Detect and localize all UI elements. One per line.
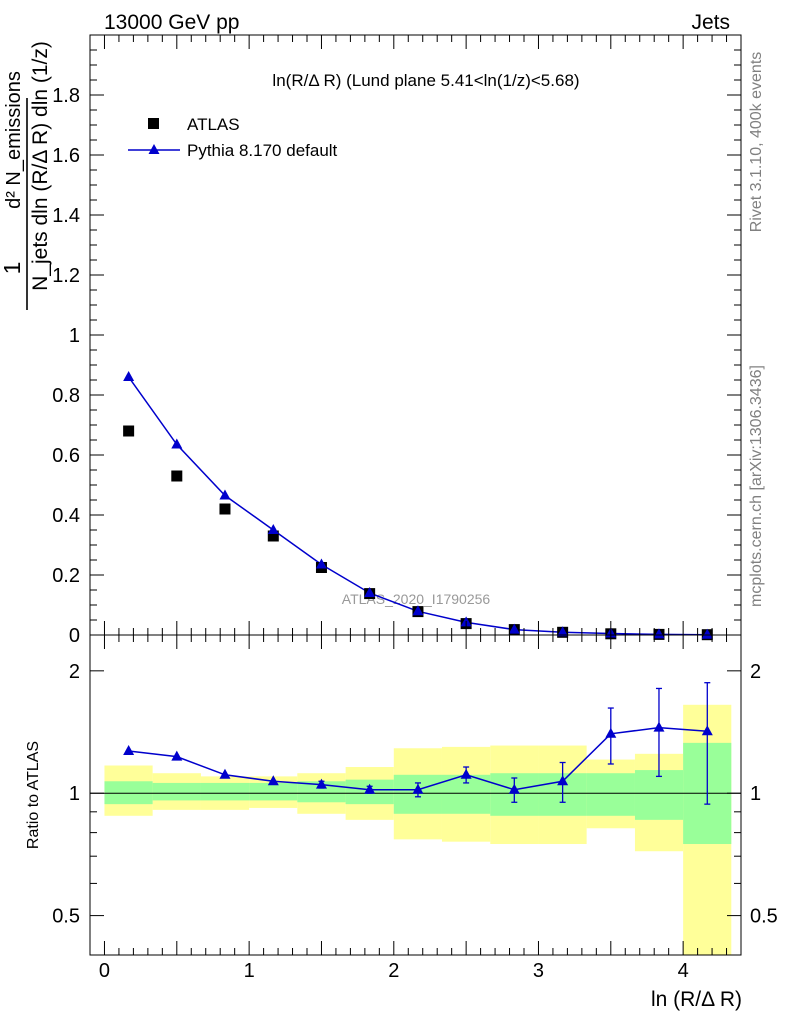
x-tick-label: 3 <box>533 960 544 982</box>
header-left: 13000 GeV pp <box>104 11 239 34</box>
ratio-pythia-marker <box>701 725 713 736</box>
legend-atlas-marker <box>148 118 159 129</box>
pythia-marker <box>315 558 327 569</box>
legend-pythia-label: Pythia 8.170 default <box>187 141 338 160</box>
y-tick-label: 1.4 <box>52 205 80 227</box>
ratio-y-tick-label-right: 2 <box>750 661 761 683</box>
ratio-y-tick-label-right: 1 <box>750 783 761 805</box>
x-tick-label: 1 <box>244 960 255 982</box>
ratio-pythia-marker <box>267 775 279 786</box>
main-panel: ATLAS_2020_I1790256 0 0.2 0.4 0.6 0.8 1 1.2 1.4… <box>0 34 742 647</box>
y-tick-label: 0.2 <box>52 565 80 587</box>
ratio-y-tick-label-right: 0.5 <box>750 906 778 928</box>
ratio-band-inner <box>200 782 250 801</box>
ratio-frame <box>89 634 742 956</box>
main-title: ln(R/Δ R) (Lund plane 5.41<ln(1/z)<5.68) <box>272 71 579 90</box>
pythia-marker <box>508 623 520 634</box>
ratio-y-tick-label: 1 <box>69 783 80 805</box>
atlas-marker <box>123 425 135 437</box>
ratio-band-inner <box>249 782 298 801</box>
y-tick-label: 0.4 <box>52 505 80 527</box>
x-tick-label: 2 <box>388 960 399 982</box>
y-tick-label: 1.2 <box>52 265 80 287</box>
ratio-band-inner <box>586 773 635 816</box>
legend-atlas-label: ATLAS <box>187 115 240 134</box>
y-tick-label: 0.6 <box>52 445 80 467</box>
y-tick-label: 1.6 <box>52 145 80 167</box>
y-tick-label: 0 <box>69 625 80 647</box>
y-tick-label: 1 <box>69 325 80 347</box>
header-right: Jets <box>691 11 730 34</box>
ratio-pythia-marker <box>508 783 520 794</box>
y-axis-label-numerator: 1 <box>0 262 25 275</box>
ratio-pythia-marker <box>171 750 183 761</box>
watermark: ATLAS_2020_I1790256 <box>342 591 491 607</box>
y-axis-label: 1 N_jets dln (R/Δ R) dln (1/z) d² N_emis… <box>0 41 52 310</box>
ratio-pythia-marker <box>219 768 231 779</box>
y-axis-label-top: d² N_emissions <box>3 71 25 209</box>
ratio-pythia-marker <box>412 783 424 794</box>
pythia-marker <box>701 628 713 639</box>
pythia-marker <box>412 605 424 616</box>
y-tick-label: 0.8 <box>52 385 80 407</box>
x-axis-label: ln (R/Δ R) <box>651 988 742 1011</box>
atlas-marker <box>171 470 183 482</box>
pythia-marker <box>219 489 231 500</box>
pythia-marker <box>267 524 279 534</box>
x-tick-label: 0 <box>99 960 110 982</box>
x-tick-label: 4 <box>678 960 689 982</box>
rivet-label: Rivet 3.1.10, 400k events <box>748 52 765 233</box>
pythia-marker <box>364 587 376 597</box>
pythia-marker <box>653 628 665 639</box>
ratio-pythia-marker <box>557 775 569 786</box>
ratio-band-inner <box>152 782 201 801</box>
ratio-y-tick-label: 0.5 <box>52 906 80 928</box>
y-axis-label-denominator: N_jets dln (R/Δ R) dln (1/z) <box>29 41 52 291</box>
ratio-pythia-marker <box>364 783 376 794</box>
ratio-pythia-marker <box>460 768 472 779</box>
pythia-marker <box>171 438 183 449</box>
ratio-pythia-marker <box>315 778 327 789</box>
atlas-marker <box>267 530 279 542</box>
mcplots-label: mcplots.cern.ch [arXiv:1306.3436] <box>748 365 765 607</box>
ratio-band-inner <box>104 781 153 805</box>
pythia-marker <box>123 371 135 381</box>
ratio-panel: 0.5 0.5 1 1 2 2 0 1 2 3 4 Ratio to ATLAS ln (R/Δ R… <box>25 634 778 1011</box>
legend-pythia-marker <box>148 144 160 154</box>
ratio-pythia-marker <box>605 727 617 738</box>
legend: ATLAS Pythia 8.170 default <box>128 115 338 160</box>
ratio-pythia-marker <box>653 721 665 732</box>
ratio-y-tick-label: 2 <box>69 661 80 683</box>
ratio-y-axis-label: Ratio to ATLAS <box>25 741 42 849</box>
y-tick-label: 1.8 <box>52 85 80 107</box>
pythia-marker <box>557 626 569 637</box>
ratio-pythia-marker <box>123 745 135 756</box>
ratio-band-inner <box>634 770 684 820</box>
atlas-marker <box>219 503 231 515</box>
